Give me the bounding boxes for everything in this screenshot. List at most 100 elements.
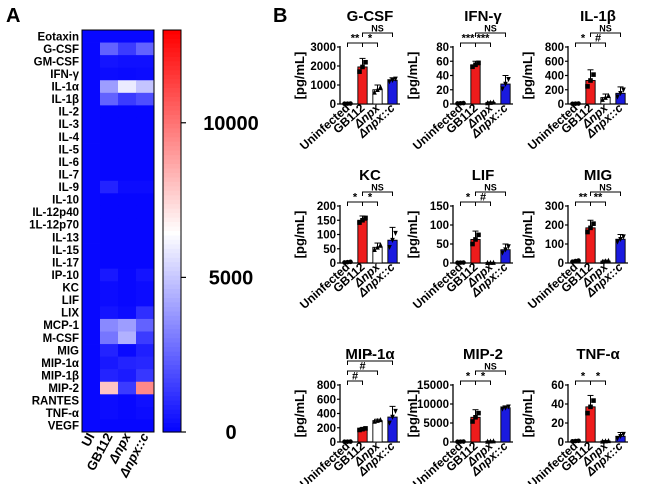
data-point xyxy=(360,64,365,70)
heatmap-row-label: Eotaxin xyxy=(37,31,79,43)
heatmap-cell xyxy=(82,394,101,408)
y-tick-label: 150 xyxy=(430,201,449,213)
data-point xyxy=(576,258,581,263)
significance-bracket xyxy=(362,201,378,206)
significance-label: # xyxy=(480,192,486,204)
y-tick-label: 40 xyxy=(551,399,564,411)
significance-label: ** xyxy=(351,33,360,45)
panel-label-b: B xyxy=(273,5,287,27)
colorbar-segment xyxy=(163,351,181,357)
colorbar-segment xyxy=(163,289,181,295)
colorbar-segment xyxy=(163,74,181,80)
heatmap-cell xyxy=(82,55,101,69)
significance-bracket xyxy=(590,32,621,37)
heatmap-cell xyxy=(100,193,119,207)
colorbar-segment xyxy=(163,52,181,58)
heatmap-cell xyxy=(82,143,101,157)
heatmap-cell xyxy=(136,67,155,81)
heatmap-cell xyxy=(136,143,155,157)
significance-label: ** xyxy=(594,192,603,204)
heatmap-cell xyxy=(100,381,119,395)
heatmap-cell xyxy=(118,231,137,244)
significance-bracket xyxy=(475,201,491,206)
heatmap-cell xyxy=(118,105,137,119)
heatmap-cell xyxy=(136,80,155,94)
y-tick-label: 50 xyxy=(323,244,336,256)
significance-bracket xyxy=(362,42,378,47)
colorbar-segment xyxy=(163,414,181,420)
heatmap-cell xyxy=(118,92,137,106)
heatmap-cell xyxy=(100,344,119,358)
heatmap-cell xyxy=(82,381,101,395)
data-point xyxy=(621,87,626,93)
colorbar-segment xyxy=(163,360,181,366)
bar-chart-lif: LIF[pg/mL]050100150UninfectedGB112ΔnpxΔn… xyxy=(405,167,513,312)
heatmap-cell xyxy=(82,80,101,94)
heatmap-cell xyxy=(118,67,137,81)
data-point xyxy=(470,241,475,247)
data-point xyxy=(393,408,398,414)
bar-chart-mip1a: MIP-1α[pg/mL]0200400600800UninfectedGB11… xyxy=(292,346,400,484)
heatmap-cell xyxy=(100,155,119,169)
heatmap-row-label: MIP-1α xyxy=(41,358,79,370)
y-tick-label: 80 xyxy=(436,42,449,54)
heatmap-cell xyxy=(100,331,119,345)
heatmap-cell xyxy=(136,381,155,395)
colorbar-segment xyxy=(163,141,181,147)
heatmap-cell xyxy=(136,193,155,207)
colorbar-segment xyxy=(163,204,181,210)
heatmap-cell xyxy=(136,42,155,56)
data-point xyxy=(491,259,496,265)
data-point xyxy=(378,242,383,248)
heatmap-row-label: IL-2 xyxy=(59,107,79,119)
heatmap-cell xyxy=(82,117,101,131)
heatmap-cell xyxy=(118,344,137,358)
colorbar-segment xyxy=(163,177,181,183)
y-tick-label: 400 xyxy=(545,71,564,83)
heatmap-cell xyxy=(118,180,137,194)
heatmap-cell xyxy=(118,143,137,157)
colorbar-segment xyxy=(163,302,181,308)
heatmap-cell xyxy=(118,394,137,408)
data-point xyxy=(372,246,377,252)
heatmap-cell xyxy=(82,344,101,358)
heatmap-cell xyxy=(136,268,155,282)
colorbar-segment xyxy=(163,369,181,375)
y-tick-label: 2000 xyxy=(310,61,336,73)
y-axis-label: [pg/mL] xyxy=(405,52,420,100)
y-axis-label: [pg/mL] xyxy=(520,390,535,438)
colorbar-segment xyxy=(163,284,181,290)
colorbar-segment xyxy=(163,315,181,321)
heatmap-cell xyxy=(100,168,119,182)
heatmap-cell xyxy=(118,331,137,345)
data-point xyxy=(491,99,496,105)
colorbar-segment xyxy=(163,222,181,228)
colorbar-segment xyxy=(163,400,181,406)
colorbar-segment xyxy=(163,306,181,312)
colorbar-segment xyxy=(163,92,181,98)
data-point xyxy=(588,404,593,410)
colorbar-segment xyxy=(163,30,181,36)
data-point xyxy=(603,438,608,444)
heatmap-row-label: LIX xyxy=(61,308,79,320)
y-tick-label: 0 xyxy=(558,437,564,449)
heatmap: EotaxinG-CSFGM-CSFIFN-γIL-1αIL-1βIL-2IL-… xyxy=(29,29,155,480)
data-point xyxy=(591,398,596,403)
heatmap-cell xyxy=(100,268,119,282)
data-point xyxy=(360,426,365,432)
data-point xyxy=(375,244,380,250)
data-point xyxy=(461,439,466,444)
heatmap-cell xyxy=(136,306,155,320)
heatmap-row-label: IL-10 xyxy=(52,195,79,207)
colorbar-segment xyxy=(163,172,181,178)
heatmap-cell xyxy=(118,306,137,320)
heatmap-cell xyxy=(136,256,155,270)
chart-title: MIP-2 xyxy=(463,346,503,363)
heatmap-cell xyxy=(82,406,101,420)
bar-chart-il1b: IL-1β[pg/mL]0200400600800UninfectedGB112… xyxy=(520,8,628,153)
heatmap-cell xyxy=(82,331,101,345)
colorbar-segment xyxy=(163,275,181,281)
heatmap-cell xyxy=(82,30,101,43)
heatmap-cell xyxy=(82,356,101,370)
